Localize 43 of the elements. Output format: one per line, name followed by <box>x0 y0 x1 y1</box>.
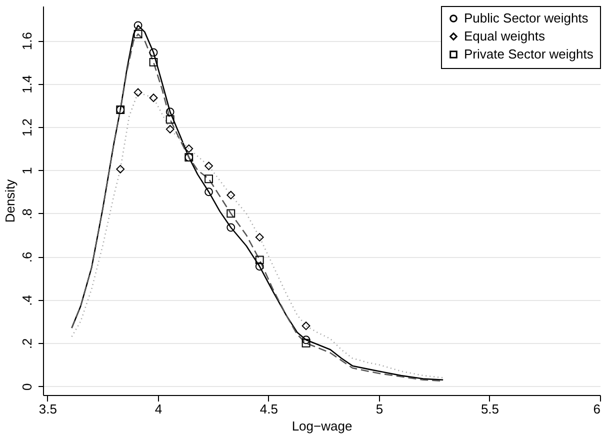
y-tick-label: .6 <box>20 252 34 263</box>
point <box>134 30 142 38</box>
point <box>149 48 158 57</box>
x-tick-label: 6 <box>593 402 600 416</box>
x-tick-label: 4.5 <box>260 402 278 416</box>
y-tick-label: .2 <box>20 338 34 350</box>
point <box>226 223 236 232</box>
point <box>302 322 310 330</box>
y-axis-title: Density <box>2 178 18 223</box>
y-tick-label: .4 <box>20 294 34 306</box>
y-tick-label: 1.4 <box>20 75 34 94</box>
point <box>255 233 264 242</box>
y-tick-label: 1.6 <box>20 32 34 50</box>
point <box>116 164 125 174</box>
legend-label: Private Sector weights <box>464 46 594 62</box>
point <box>302 336 310 344</box>
point <box>204 188 213 196</box>
point <box>255 262 264 271</box>
point <box>204 162 213 170</box>
point <box>149 94 158 102</box>
point <box>226 190 236 200</box>
x-axis-title: Log−wage <box>292 418 352 434</box>
point <box>149 58 158 66</box>
legend-label: Equal weights <box>464 28 546 44</box>
point <box>302 338 310 348</box>
point <box>134 21 142 30</box>
legend-label: Public Sector weights <box>464 10 589 26</box>
point <box>226 209 236 218</box>
y-tick-label: 1.2 <box>20 118 34 137</box>
point <box>166 124 174 134</box>
y-tick-label: 1 <box>20 167 34 174</box>
x-tick-label: 4 <box>154 402 162 416</box>
point <box>255 256 264 264</box>
point <box>166 115 174 124</box>
point <box>184 144 194 153</box>
point <box>166 108 174 116</box>
x-tick-label: 5 <box>376 402 384 416</box>
x-tick-label: 5.5 <box>480 402 500 416</box>
point <box>134 88 142 97</box>
y-tick-label: 0 <box>20 383 34 390</box>
y-tick-label: .8 <box>20 208 34 220</box>
point <box>204 174 213 184</box>
x-tick-label: 3.5 <box>38 402 57 416</box>
